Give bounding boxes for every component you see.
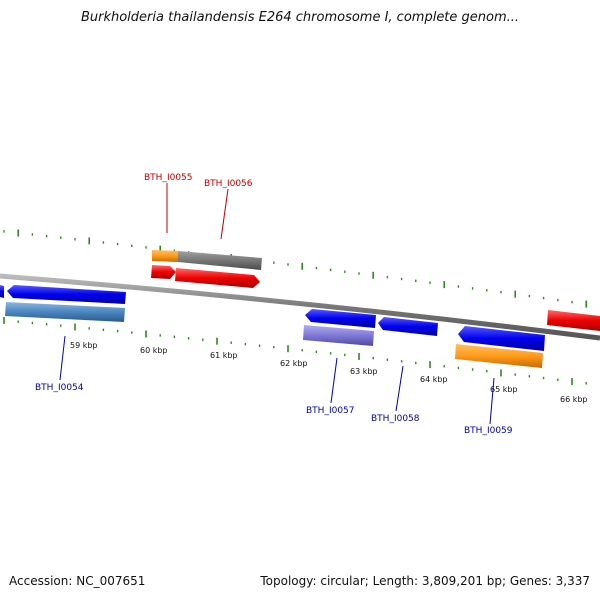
scale-label-61kbp: 61 kbp bbox=[210, 351, 238, 360]
lower-tick-ring bbox=[3, 316, 587, 385]
gene-arrow-bth-i0056[interactable] bbox=[175, 268, 260, 288]
purple-feature-0057[interactable] bbox=[303, 325, 374, 346]
gene-arrow-bth-i0059[interactable] bbox=[458, 326, 545, 351]
genome-summary-text: Topology: circular; Length: 3,809,201 bp… bbox=[260, 574, 590, 588]
gene-label-bth-i0059[interactable]: BTH_I0059 bbox=[464, 426, 513, 436]
steelblue-feature-0054[interactable] bbox=[5, 302, 125, 322]
gene-arrow-bth-i0055[interactable] bbox=[151, 265, 176, 279]
gene-label-bth-i0054[interactable]: BTH_I0054 bbox=[35, 383, 84, 393]
leader-line-bth-i0059 bbox=[489, 377, 495, 425]
gene-label-bth-i0056[interactable]: BTH_I0056 bbox=[204, 179, 253, 189]
leader-line-bth-i0058 bbox=[395, 365, 404, 412]
gene-arrow-bth-i0057[interactable] bbox=[305, 309, 376, 328]
orange-feature-0059[interactable] bbox=[455, 344, 543, 368]
scale-label-60kbp: 60 kbp bbox=[140, 346, 168, 355]
map-title: Burkholderia thailandensis E264 chromoso… bbox=[80, 10, 520, 25]
leader-line-bth-i0057 bbox=[330, 357, 338, 404]
scale-label-66kbp: 66 kbp bbox=[560, 395, 588, 404]
accession-text: Accession: NC_007651 bbox=[9, 574, 146, 588]
grey-feature-0056[interactable] bbox=[178, 251, 262, 270]
scale-label-63kbp: 63 kbp bbox=[350, 367, 378, 376]
scale-label-65kbp: 65 kbp bbox=[490, 385, 518, 394]
leader-line-bth-i0056 bbox=[220, 188, 229, 240]
gene-arrow-right-edge[interactable] bbox=[547, 310, 600, 331]
orange-feature-0055[interactable] bbox=[152, 250, 178, 262]
gene-label-bth-i0058[interactable]: BTH_I0058 bbox=[371, 414, 420, 424]
scale-label-59kbp: 59 kbp bbox=[70, 341, 98, 350]
gene-arrow-left-edge[interactable] bbox=[0, 285, 4, 298]
gene-label-bth-i0055[interactable]: BTH_I0055 bbox=[144, 173, 193, 183]
chromosome-backbone bbox=[0, 273, 600, 341]
leader-line-bth-i0054 bbox=[59, 335, 66, 381]
gene-arrow-bth-i0054[interactable] bbox=[7, 285, 126, 304]
gene-label-bth-i0057[interactable]: BTH_I0057 bbox=[306, 406, 355, 416]
scale-label-62kbp: 62 kbp bbox=[280, 359, 308, 368]
gene-arrow-bth-i0058[interactable] bbox=[378, 317, 438, 336]
scale-label-64kbp: 64 kbp bbox=[420, 375, 448, 384]
